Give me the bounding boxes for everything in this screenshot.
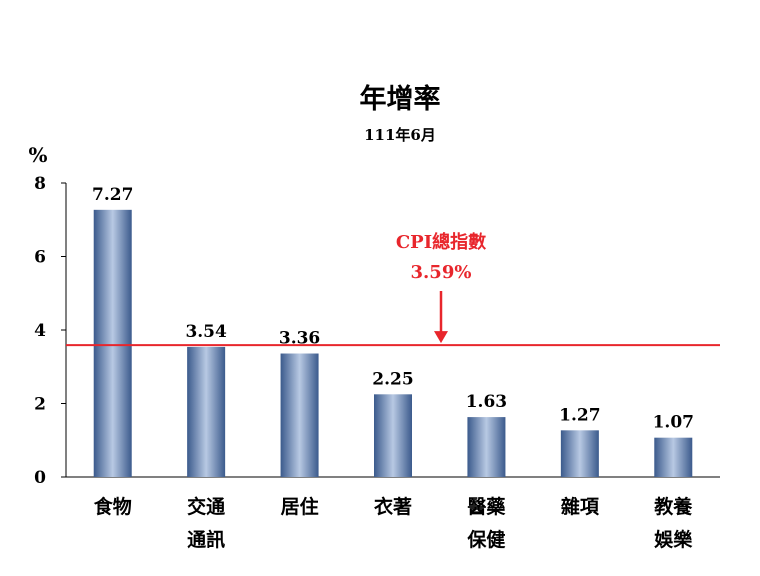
bar-value-label: 1.27 xyxy=(559,405,600,425)
bar-value-label: 1.63 xyxy=(466,392,507,412)
y-tick-label: 8 xyxy=(34,174,46,194)
y-tick-label: 4 xyxy=(34,321,46,341)
y-axis-unit: % xyxy=(28,143,47,167)
bar xyxy=(93,209,132,477)
category-label: 食物 xyxy=(94,495,132,518)
category-label: 通訊 xyxy=(187,528,225,551)
bar xyxy=(280,353,319,477)
y-tick-label: 6 xyxy=(34,248,46,268)
category-label: 娛樂 xyxy=(653,528,693,551)
y-axis: 0 2 4 6 8 xyxy=(34,174,720,488)
bar xyxy=(374,394,412,477)
y-tick-label: 0 xyxy=(34,468,46,488)
cpi-arrow-head xyxy=(434,331,448,344)
bar-value-label: 3.36 xyxy=(279,329,320,349)
chart-subtitle: 111年6月 xyxy=(364,126,436,144)
bar xyxy=(654,437,693,477)
category-label: 保健 xyxy=(466,528,505,551)
chart-title: 年增率 xyxy=(360,83,441,115)
bars: 7.27 3.54 3.36 2.25 1.63 1.27 1.07 xyxy=(92,185,694,477)
cpi-reference: CPI總指數 3.59% xyxy=(66,231,720,347)
bar xyxy=(560,430,599,477)
bar-value-label: 3.54 xyxy=(185,322,227,342)
bar xyxy=(187,346,226,477)
bar xyxy=(467,417,506,477)
category-label: 教養 xyxy=(654,495,693,518)
category-label: 衣著 xyxy=(374,495,412,518)
category-label: 醫藥 xyxy=(467,496,506,518)
bar-value-label: 7.27 xyxy=(92,185,133,205)
bar-value-label: 2.25 xyxy=(372,369,413,389)
category-label: 居住 xyxy=(281,495,319,518)
category-label: 交通 xyxy=(187,495,226,518)
cpi-value-label: 3.59% xyxy=(411,262,472,283)
cpi-label: CPI總指數 xyxy=(396,231,486,253)
bar-value-label: 1.07 xyxy=(653,413,694,433)
category-label: 雜項 xyxy=(561,495,600,518)
y-tick-label: 2 xyxy=(34,395,46,415)
